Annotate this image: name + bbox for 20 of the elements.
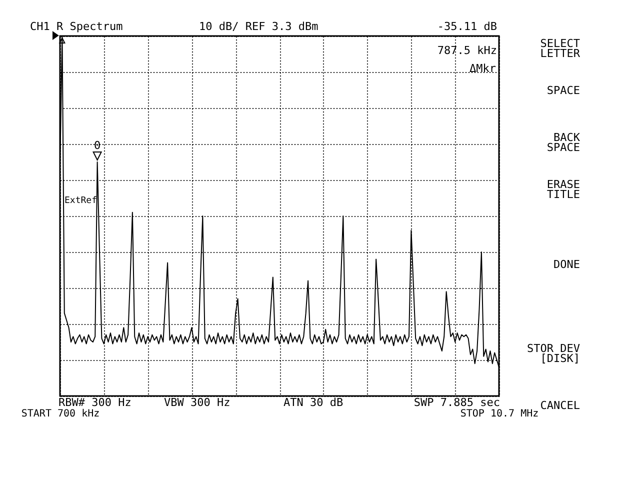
annotation: RBW# 300 Hz xyxy=(58,396,132,409)
x-tick-label: STOP 10.7 MHz xyxy=(460,408,539,420)
text: -35.11 dB xyxy=(437,20,497,33)
x-tick-label: START 700 kHz xyxy=(21,408,100,420)
text: BACK SPACE xyxy=(546,131,580,154)
text: DONE xyxy=(554,258,580,271)
annotation: 787.5 kHz xyxy=(437,44,497,57)
annotation: ExtRef xyxy=(64,196,98,206)
annotation: ATN 30 dB xyxy=(284,396,344,409)
text: SELECT LETTER xyxy=(540,36,580,60)
annotation: SWP 7.885 sec xyxy=(414,396,500,409)
text: SPACE xyxy=(546,84,580,97)
annotation: 0 xyxy=(94,139,101,152)
text: STOR DEV [DISK] xyxy=(527,342,580,365)
text: ERASE TITLE xyxy=(546,178,580,201)
annotation: ΔMkr xyxy=(470,62,496,74)
annotation: VBW 300 Hz xyxy=(164,396,230,409)
chart-title: CH1 R Spectrum xyxy=(30,20,123,33)
text: CANCEL xyxy=(540,399,580,412)
text: 10 dB/ REF 3.3 dBm xyxy=(199,20,318,33)
